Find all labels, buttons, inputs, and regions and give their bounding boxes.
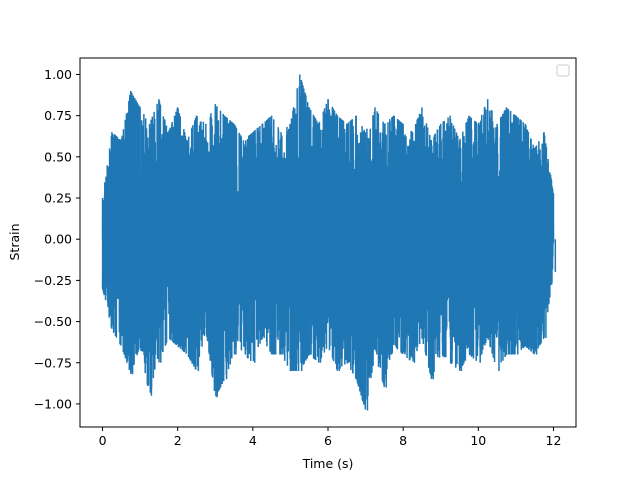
y-tick-label: −0.75 — [34, 355, 72, 370]
y-axis: −1.00 −0.75 −0.50 −0.25 0.00 0.25 0.50 0.75 1.00 — [34, 67, 80, 411]
y-tick-label: 1.00 — [44, 67, 72, 82]
y-tick-label: 0.00 — [44, 232, 72, 247]
x-tick-label: 6 — [324, 433, 332, 448]
y-tick-label: 0.50 — [44, 149, 72, 164]
strain-series-line — [101, 80, 555, 410]
strain-series-peaks — [101, 74, 557, 411]
y-tick-label: 0.75 — [44, 108, 72, 123]
x-tick-label: 12 — [546, 433, 562, 448]
y-axis-label: Strain — [7, 223, 22, 260]
y-tick-label: −1.00 — [34, 396, 72, 411]
x-tick-label: 0 — [99, 433, 107, 448]
series-layer — [101, 74, 557, 411]
legend-box — [556, 64, 570, 77]
x-tick-label: 4 — [249, 433, 257, 448]
x-axis: 0 2 4 6 8 10 12 — [99, 427, 562, 448]
y-tick-label: −0.25 — [34, 273, 72, 288]
y-tick-label: −0.50 — [34, 314, 72, 329]
x-tick-label: 8 — [399, 433, 407, 448]
x-tick-label: 10 — [470, 433, 486, 448]
x-axis-label: Time (s) — [302, 456, 354, 471]
x-tick-label: 2 — [174, 433, 182, 448]
y-tick-label: 0.25 — [44, 191, 72, 206]
